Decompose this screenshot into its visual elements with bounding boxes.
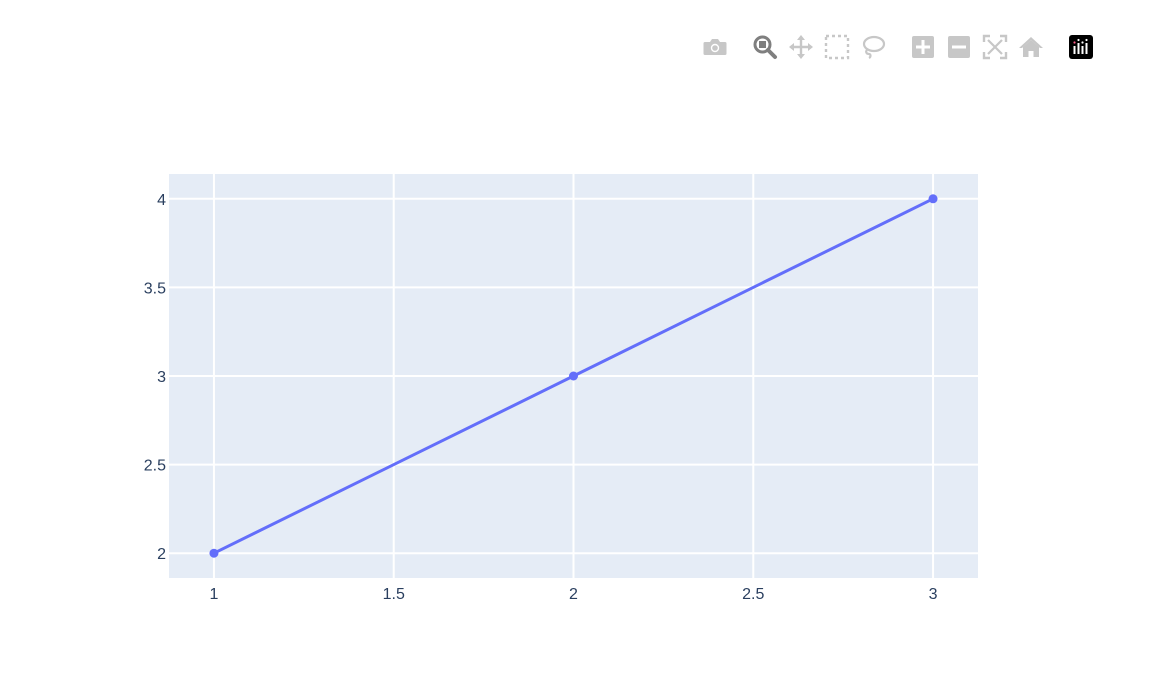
x-tick-label: 3 xyxy=(929,586,938,603)
download-plot-button[interactable] xyxy=(700,32,730,62)
plotly-logo-link[interactable] xyxy=(1066,32,1096,62)
modebar-group-export xyxy=(700,32,736,62)
zoom-out-button[interactable] xyxy=(944,32,974,62)
x-tick-label: 2 xyxy=(569,586,578,603)
pan-button[interactable] xyxy=(786,32,816,62)
autoscale-icon xyxy=(982,34,1008,60)
data-point[interactable] xyxy=(209,548,219,558)
camera-icon xyxy=(703,39,727,55)
reset-axes-button[interactable] xyxy=(1016,32,1046,62)
home-icon xyxy=(1019,37,1043,57)
x-tick-label: 1.5 xyxy=(383,586,405,603)
pan-icon xyxy=(789,35,813,59)
zoom-button[interactable] xyxy=(750,32,780,62)
zoom-icon xyxy=(753,35,777,59)
x-tick-label: 2.5 xyxy=(742,586,764,603)
zoom-out-icon xyxy=(948,36,970,58)
zoom-in-icon xyxy=(912,36,934,58)
plotly-logo-icon xyxy=(1069,35,1093,59)
autoscale-button[interactable] xyxy=(980,32,1010,62)
y-tick-label: 2.5 xyxy=(144,458,166,475)
data-point[interactable] xyxy=(928,194,938,204)
x-tick-label: 1 xyxy=(209,586,218,603)
series-layer xyxy=(209,194,938,558)
y-tick-label: 3 xyxy=(157,369,166,386)
box-select-button[interactable] xyxy=(822,32,852,62)
data-point[interactable] xyxy=(569,371,578,381)
x-tick-labels: 1 1.5 2 2.5 3 xyxy=(209,586,937,603)
lasso-select-button[interactable] xyxy=(858,32,888,62)
y-tick-label: 4 xyxy=(157,192,166,209)
zoom-in-button[interactable] xyxy=(908,32,938,62)
y-tick-label: 3.5 xyxy=(144,280,166,297)
modebar-group-zoom xyxy=(908,32,1052,62)
lasso-select-icon xyxy=(862,35,886,59)
modebar-group-logo xyxy=(1066,32,1102,62)
y-grid-lines xyxy=(169,197,978,555)
modebar-group-drag xyxy=(750,32,894,62)
box-select-icon xyxy=(824,34,850,60)
y-tick-labels: 2 2.5 3 3.5 4 xyxy=(144,192,166,563)
modebar xyxy=(700,32,1116,62)
y-tick-label: 2 xyxy=(157,546,166,563)
